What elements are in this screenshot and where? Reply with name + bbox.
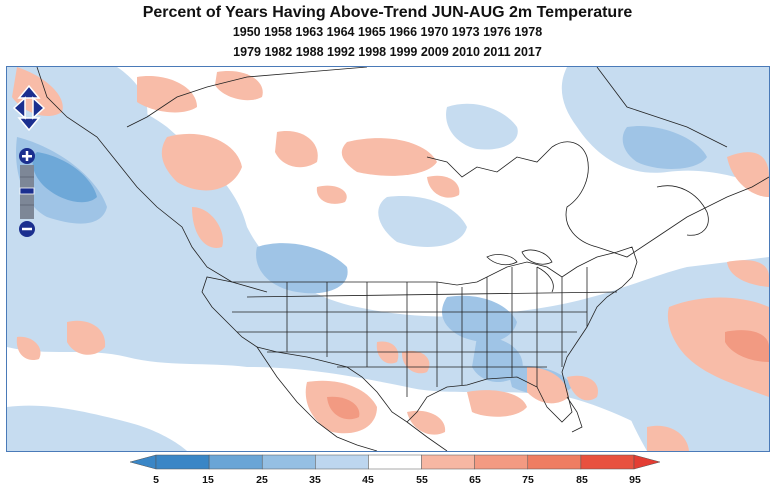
legend-tick-label: 5	[153, 474, 159, 486]
years-line-1: 1950 1958 1963 1964 1965 1966 1970 1973 …	[232, 25, 543, 39]
legend-tick-label: 15	[202, 474, 214, 486]
temperature-map[interactable]	[7, 67, 769, 451]
legend-bin	[261, 454, 316, 470]
boundaries	[36, 67, 769, 451]
legend-tick-label: 65	[469, 474, 481, 486]
legend-tick-label: 85	[576, 474, 588, 486]
legend-bin	[155, 454, 210, 470]
pan-right-icon[interactable]	[32, 96, 45, 120]
below-trend-shading-light	[7, 67, 769, 451]
below-trend-shading-dark	[32, 152, 97, 203]
map-panel[interactable]	[6, 66, 770, 452]
legend-bin	[527, 454, 582, 470]
legend-bin	[474, 454, 529, 470]
above-trend-shading	[12, 67, 769, 451]
pan-up-icon[interactable]	[17, 85, 41, 99]
legend-tick-label: 55	[416, 474, 428, 486]
legend-tick-label: 95	[629, 474, 641, 486]
map-title: Percent of Years Having Above-Trend JUN-…	[142, 4, 633, 21]
color-legend: 5 15 25 35 45 55 65 75 85 95	[0, 454, 775, 488]
above-trend-shading-strong	[327, 330, 769, 420]
legend-tick-label: 25	[256, 474, 268, 486]
legend-tick-label: 45	[362, 474, 374, 486]
legend-bin	[421, 454, 475, 470]
legend-bin	[580, 454, 635, 470]
legend-bin	[315, 454, 369, 470]
pan-down-icon[interactable]	[17, 117, 41, 131]
years-line-2: 1979 1982 1988 1992 1998 1999 2009 2010 …	[233, 45, 542, 59]
legend-arrow-low	[129, 454, 157, 470]
zoom-slider-handle[interactable]	[19, 187, 35, 195]
legend-arrow-high	[633, 454, 661, 470]
legend-tick-label: 35	[309, 474, 321, 486]
pan-left-icon[interactable]	[13, 96, 26, 120]
legend-bin	[208, 454, 263, 470]
legend-bin	[368, 454, 422, 470]
legend-tick-label: 75	[522, 474, 534, 486]
